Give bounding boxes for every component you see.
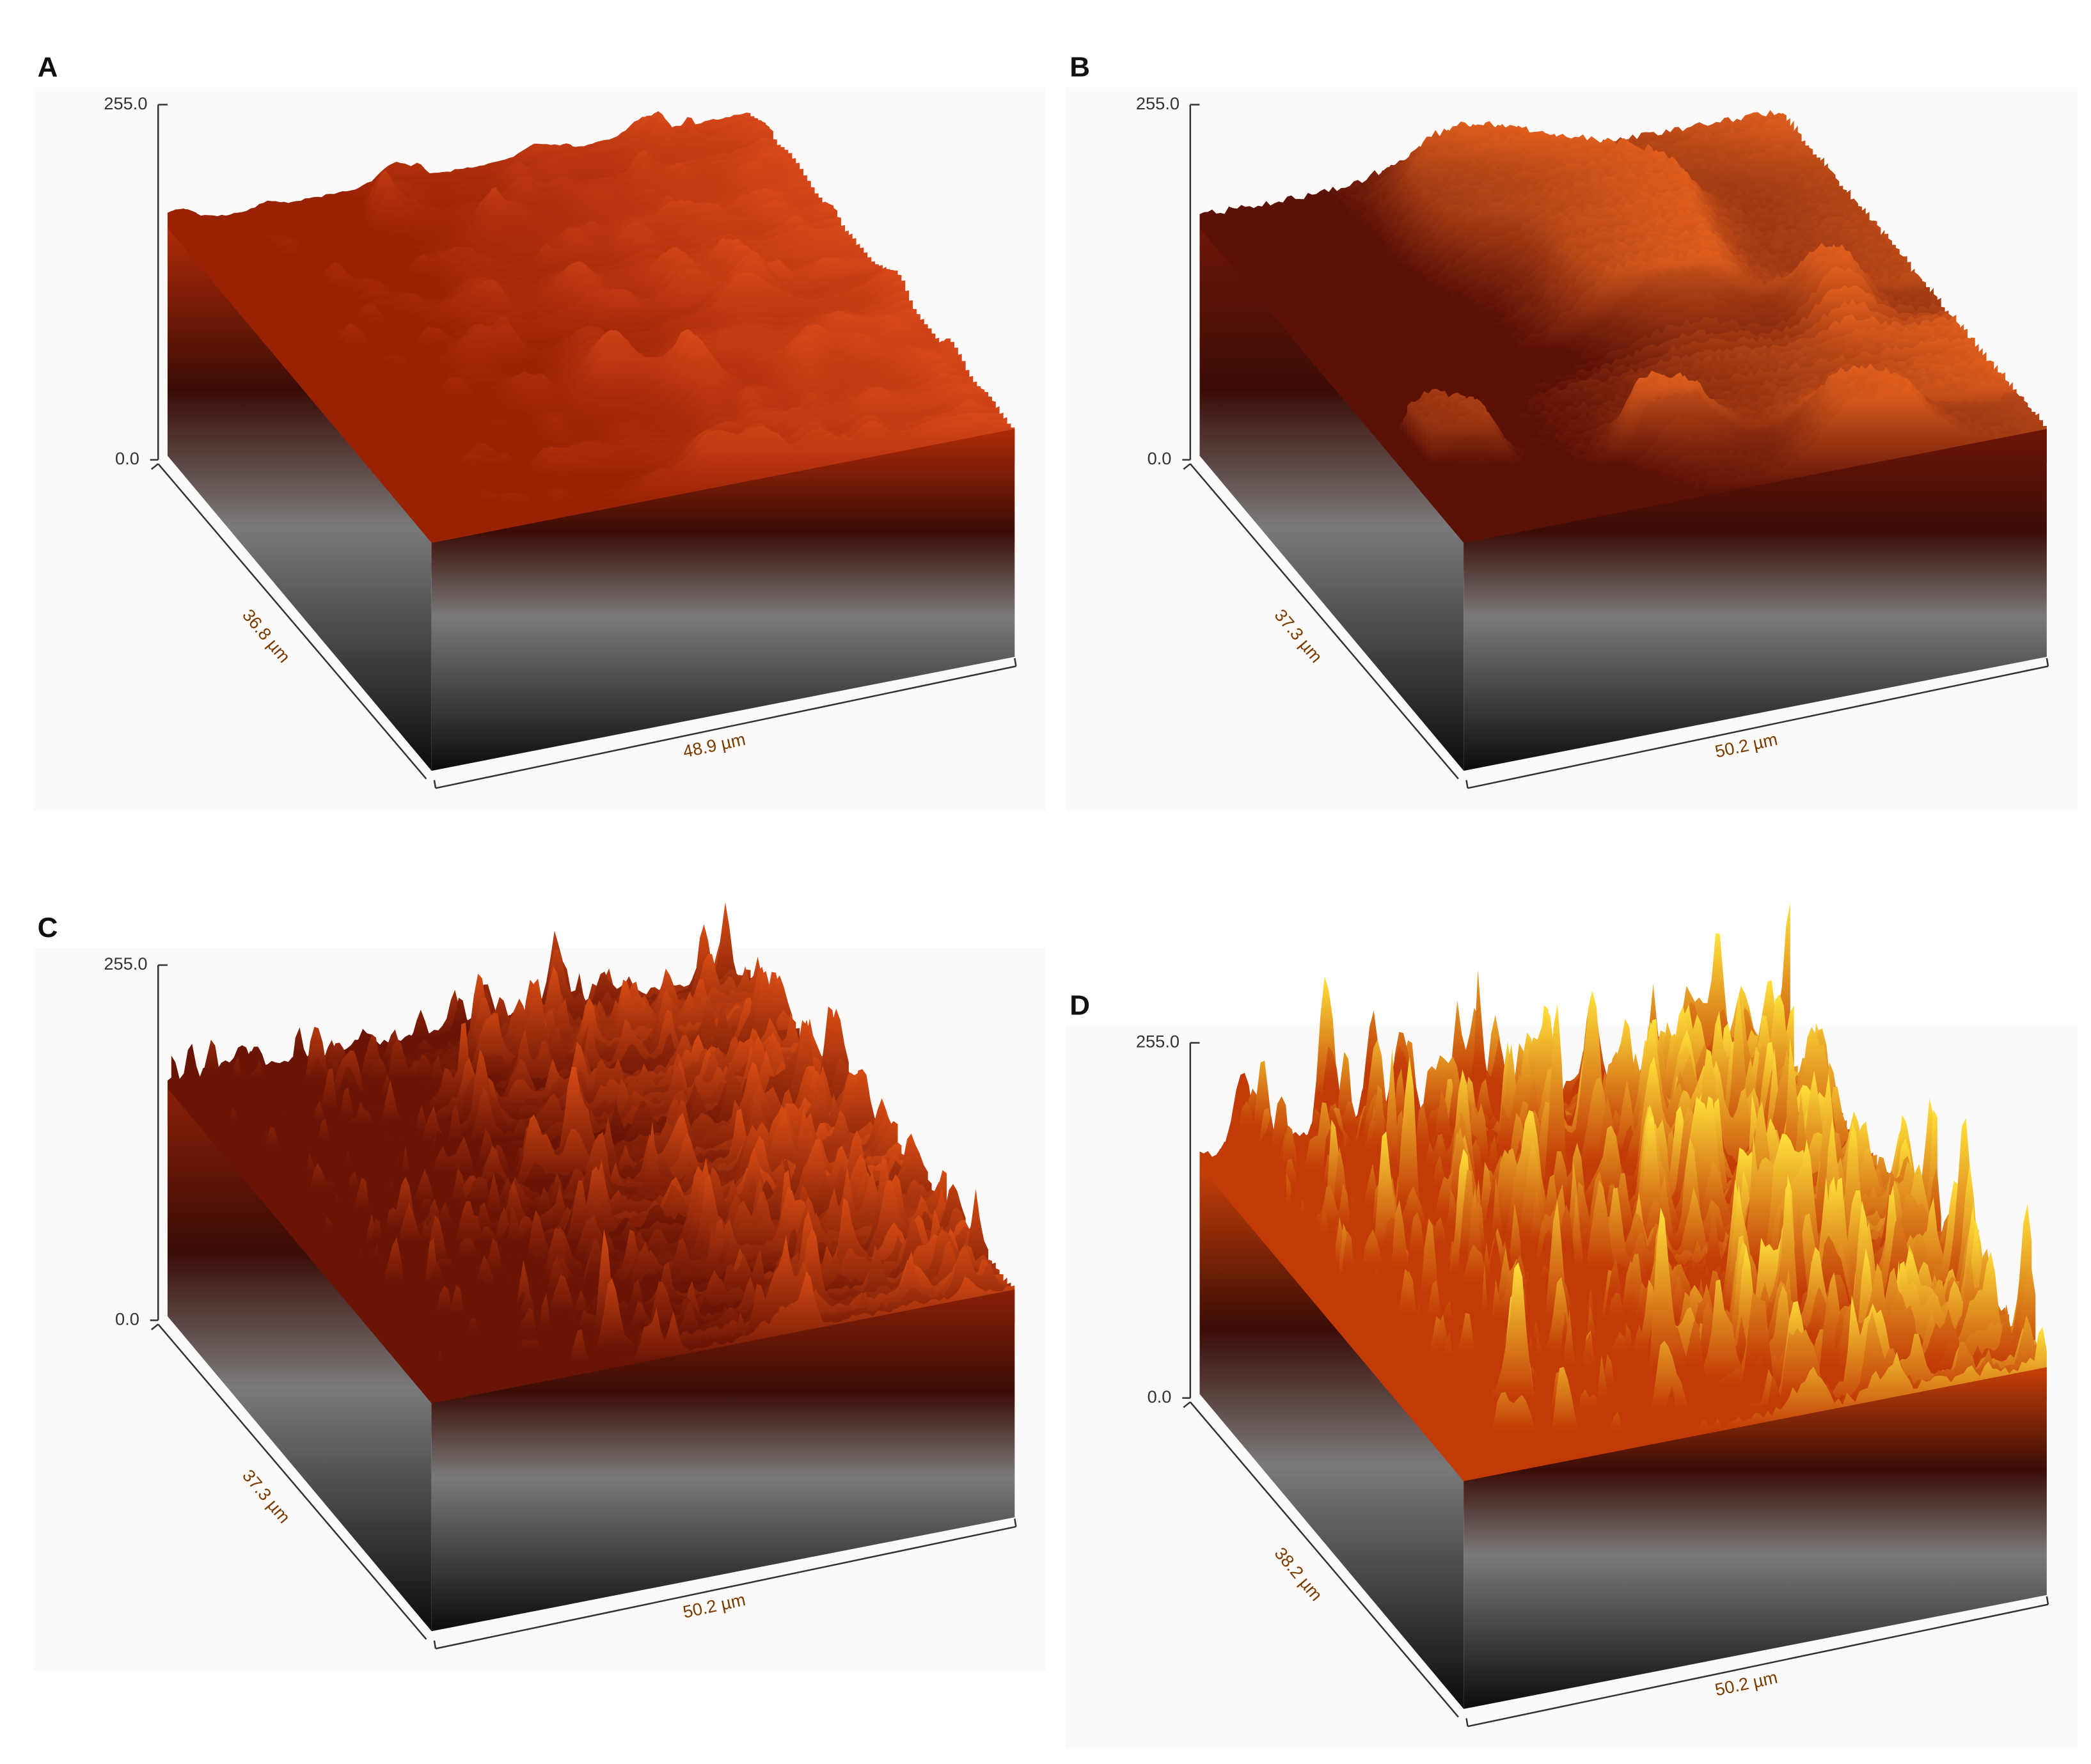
width-tick (1465, 1718, 1469, 1727)
front-face (1464, 429, 2047, 771)
depth-axis (1189, 1401, 1459, 1718)
front-face (431, 429, 1015, 771)
z-max-label: 255.0 (104, 954, 147, 973)
depth-axis (157, 1323, 427, 1640)
side-face (167, 228, 432, 771)
width-tick (1465, 780, 1469, 789)
front-face (1464, 1367, 2047, 1709)
depth-axis (1189, 463, 1459, 780)
width-tick (433, 780, 437, 789)
side-face (1199, 1166, 1464, 1709)
width-axis (435, 665, 1016, 789)
width-axis (1467, 665, 2049, 789)
panel-label: A (38, 52, 58, 83)
width-tick (433, 1640, 437, 1649)
panel-label: C (38, 912, 58, 943)
z-min-label: 0.0 (1148, 1387, 1172, 1406)
panel-label: B (1069, 52, 1090, 83)
panel-label: D (1069, 989, 1090, 1021)
width-tick (2046, 1596, 2049, 1605)
depth-tick (151, 463, 159, 470)
z-min-label: 0.0 (115, 448, 139, 468)
side-face (1199, 228, 1464, 771)
z-max-label: 255.0 (104, 93, 147, 113)
width-tick (1014, 1518, 1017, 1527)
side-face (167, 1088, 432, 1632)
width-axis (435, 1525, 1016, 1650)
z-max-label: 255.0 (1136, 93, 1180, 113)
z-min-label: 0.0 (115, 1309, 139, 1328)
width-axis (1467, 1603, 2049, 1728)
depth-tick (1183, 1401, 1191, 1408)
z-min-label: 0.0 (1148, 448, 1172, 468)
width-tick (1014, 658, 1017, 666)
z-max-label: 255.0 (1136, 1032, 1180, 1051)
width-tick (2046, 658, 2049, 666)
depth-axis (157, 463, 427, 780)
depth-tick (1183, 463, 1191, 470)
depth-tick (151, 1323, 159, 1330)
